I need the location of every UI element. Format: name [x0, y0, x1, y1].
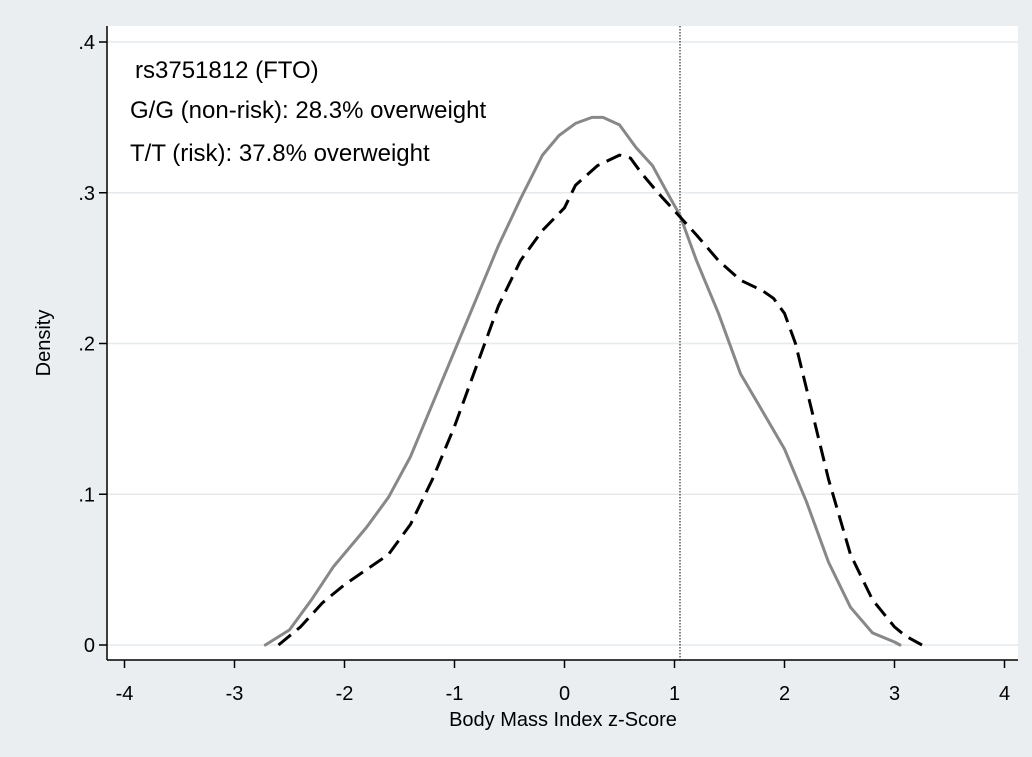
y-ticks: 0 .1 .2 .3 .4	[78, 32, 107, 657]
annotation-gg: G/G (non-risk): 28.3% overweight	[130, 97, 486, 124]
y-tick-label: .2	[78, 334, 95, 356]
y-tick-label: .3	[78, 183, 95, 205]
y-tick-label: .1	[78, 484, 95, 506]
annotation-snp: rs3751812 (FTO)	[135, 57, 319, 84]
x-axis-label: Body Mass Index z-Score	[449, 709, 677, 731]
y-axis-label: Density	[33, 310, 55, 377]
x-tick-label: 4	[999, 683, 1010, 705]
series-line-solid	[263, 115, 902, 647]
series-line-dashed	[277, 153, 923, 647]
x-tick-label: -4	[116, 683, 134, 705]
series-group	[263, 115, 923, 647]
x-tick-label: 1	[669, 683, 680, 705]
x-ticks: -4 -3 -2 -1 0 1 2 3 4	[116, 660, 1010, 705]
y-tick-label: .4	[78, 32, 95, 54]
grid-lines	[107, 41, 1018, 646]
x-tick-label: 3	[889, 683, 900, 705]
y-tick-label: 0	[84, 635, 95, 657]
x-tick-label: -1	[446, 683, 464, 705]
x-tick-label: -2	[336, 683, 354, 705]
x-tick-label: 0	[559, 683, 570, 705]
annotation-tt: T/T (risk): 37.8% overweight	[130, 140, 430, 167]
x-tick-label: -3	[226, 683, 244, 705]
x-tick-label: 2	[779, 683, 790, 705]
